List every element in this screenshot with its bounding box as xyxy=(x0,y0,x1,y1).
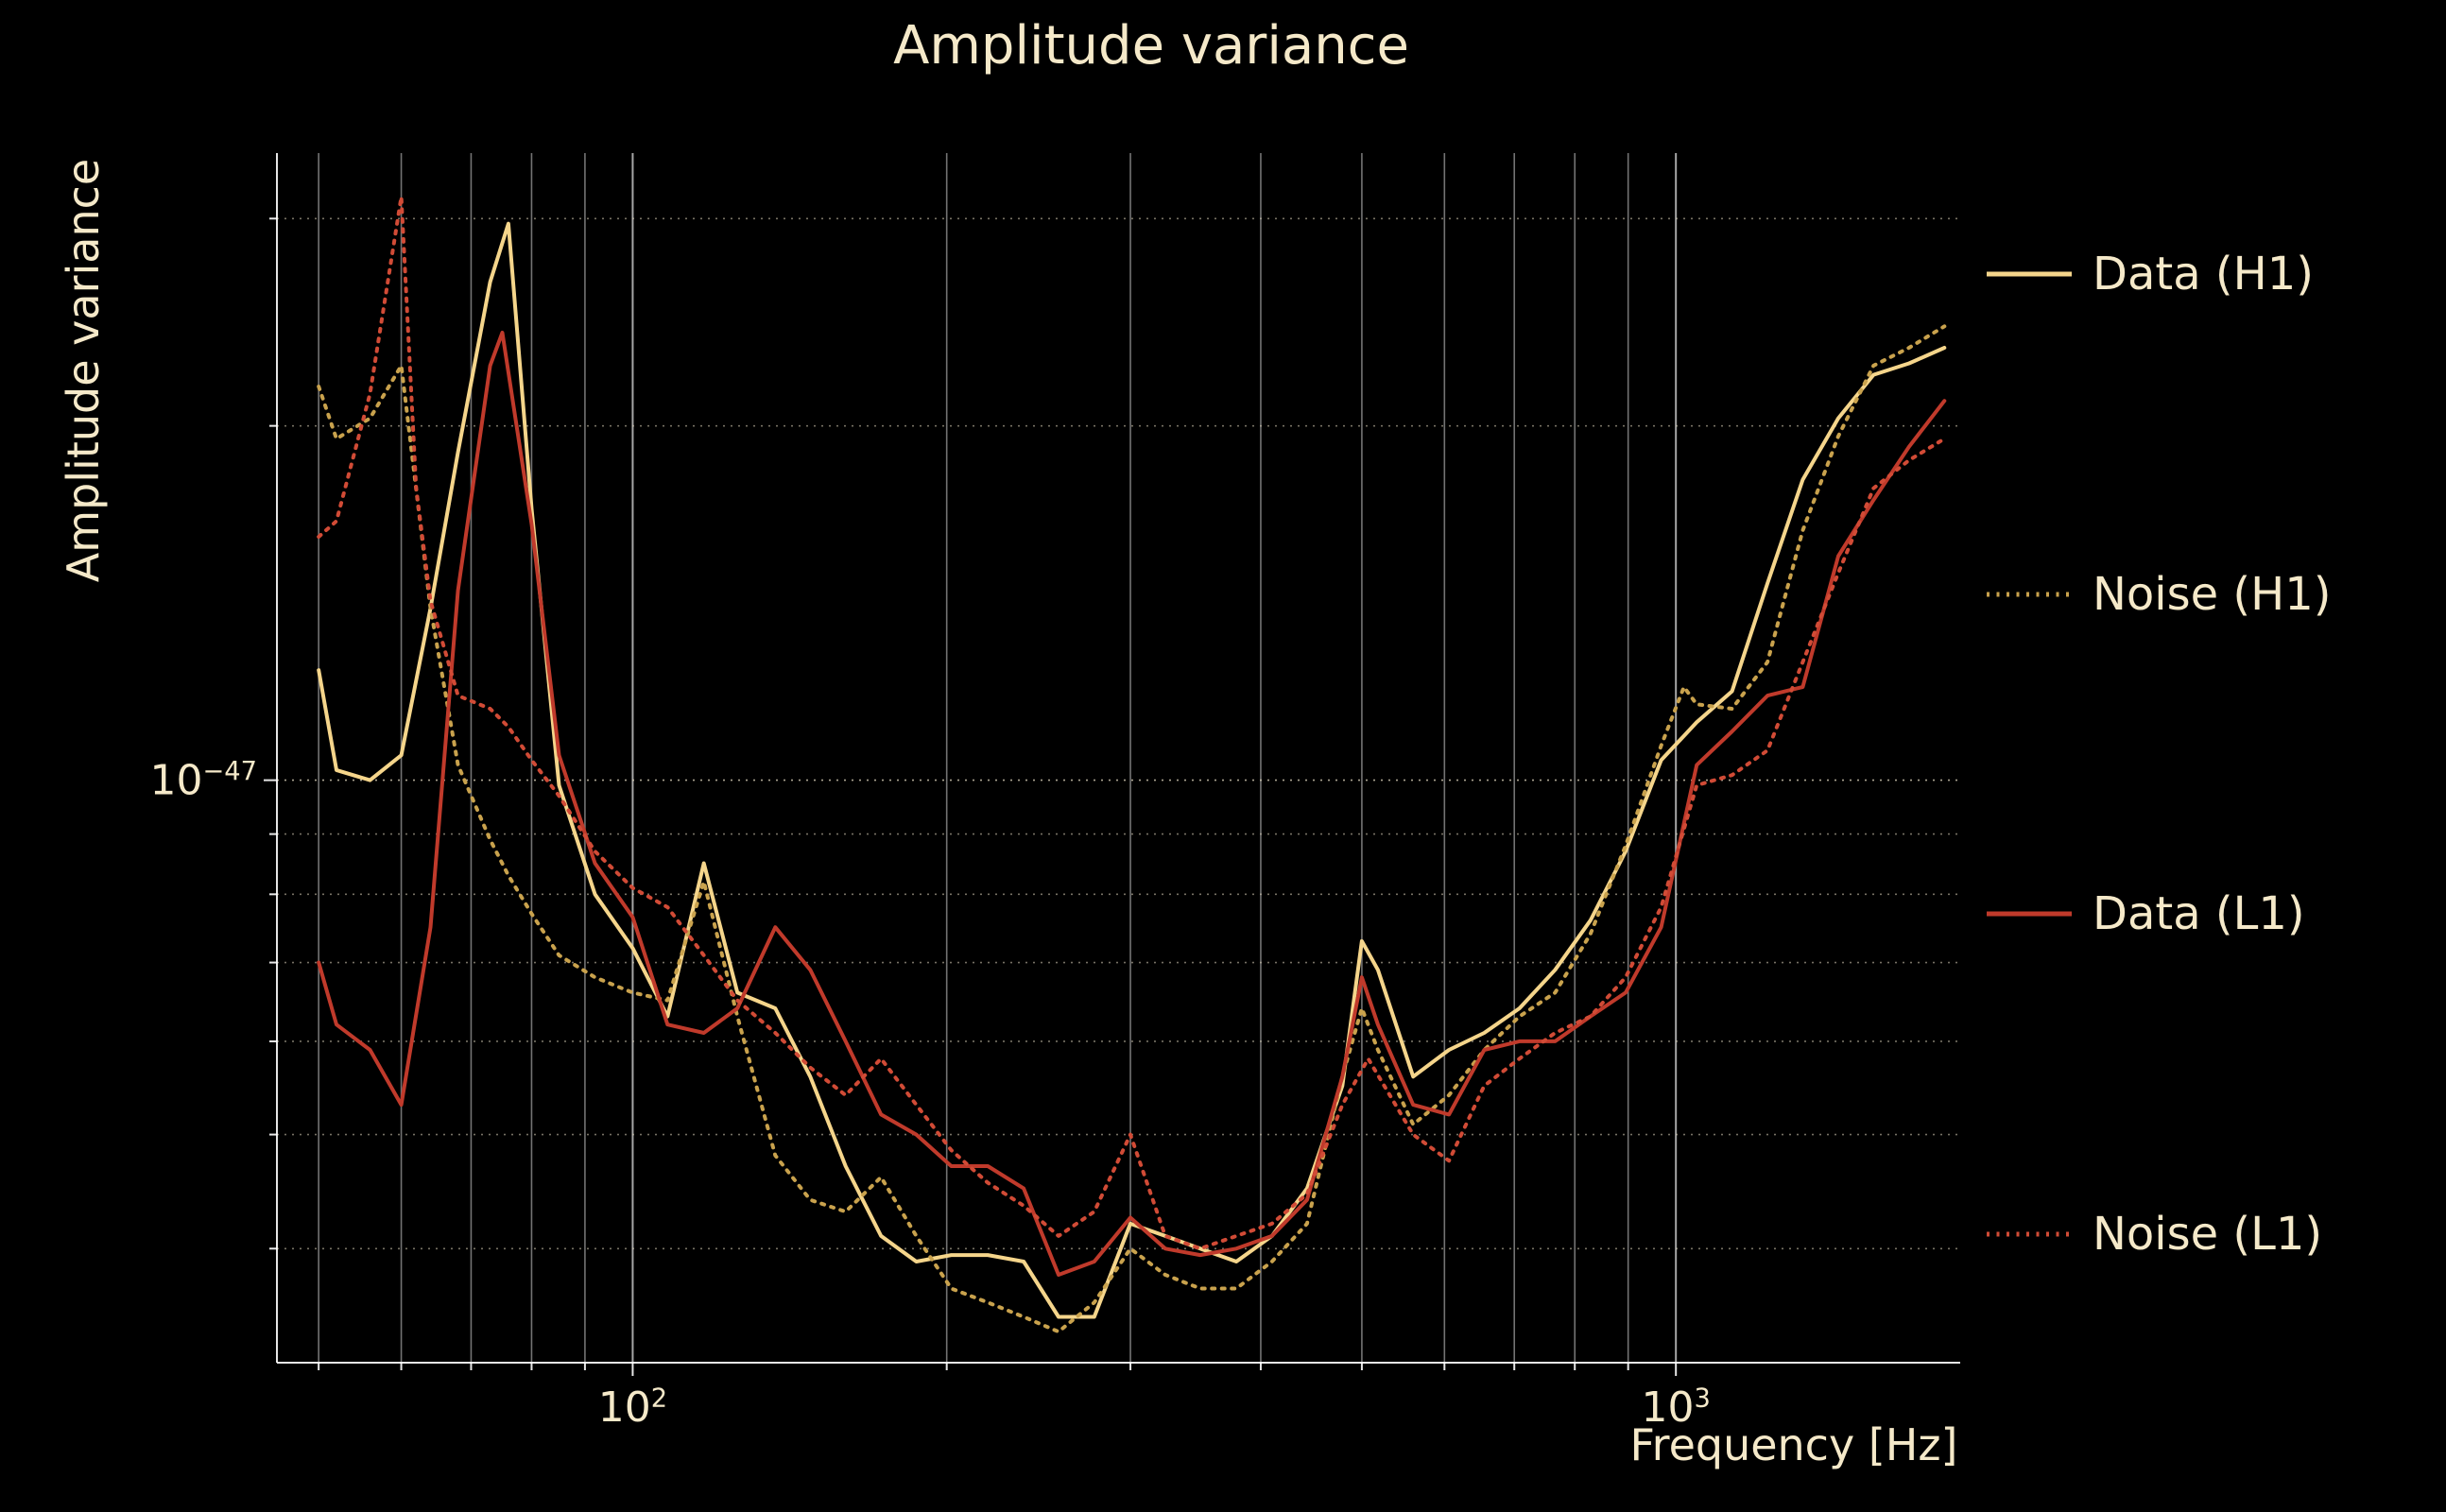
legend-line-sample-dotted-icon xyxy=(1987,1231,2072,1237)
legend-line-sample-dotted-icon xyxy=(1987,592,2072,597)
y-axis-label: Amplitude variance xyxy=(58,158,109,583)
x-tick-base: 10 xyxy=(597,1383,651,1432)
chart-title: Amplitude variance xyxy=(893,15,1409,77)
x-tick-label-1000: 103 xyxy=(1641,1383,1710,1432)
legend-item-data-l1: Data (L1) xyxy=(1987,887,2332,940)
legend-item-data-h1: Data (H1) xyxy=(1987,248,2332,301)
series-line-noise-l1 xyxy=(317,195,1947,1251)
x-tick-base: 10 xyxy=(1641,1383,1695,1432)
x-tick-exponent: 3 xyxy=(1694,1383,1711,1414)
legend-label-noise-l1: Noise (L1) xyxy=(2093,1207,2323,1261)
y-tick-base: 10 xyxy=(149,756,203,805)
legend-item-noise-l1: Noise (L1) xyxy=(1987,1208,2332,1261)
legend: Data (H1) Noise (H1) Data (L1) Noise (L1… xyxy=(1987,248,2332,1261)
series-line-noise-h1 xyxy=(317,324,1947,1334)
x-tick-label-100: 102 xyxy=(598,1383,667,1432)
legend-label-data-l1: Data (L1) xyxy=(2093,887,2305,941)
series-lines xyxy=(317,195,1947,1334)
legend-line-sample-solid-icon xyxy=(1987,911,2072,917)
legend-label-data-h1: Data (H1) xyxy=(2093,248,2314,301)
tick-marks xyxy=(264,217,1678,1376)
legend-line-sample-solid-icon xyxy=(1987,271,2072,277)
axes-spines xyxy=(276,153,1960,1364)
legend-label-noise-h1: Noise (H1) xyxy=(2093,567,2332,621)
legend-item-noise-h1: Noise (H1) xyxy=(1987,568,2332,621)
gridlines xyxy=(277,153,1960,1363)
x-axis-label: Frequency [Hz] xyxy=(1629,1419,1958,1470)
x-tick-exponent: 2 xyxy=(650,1383,668,1414)
y-tick-label-1e-47: 10−47 xyxy=(149,756,257,804)
series-line-data-l1 xyxy=(317,331,1947,1277)
y-tick-exponent: −47 xyxy=(202,756,257,786)
